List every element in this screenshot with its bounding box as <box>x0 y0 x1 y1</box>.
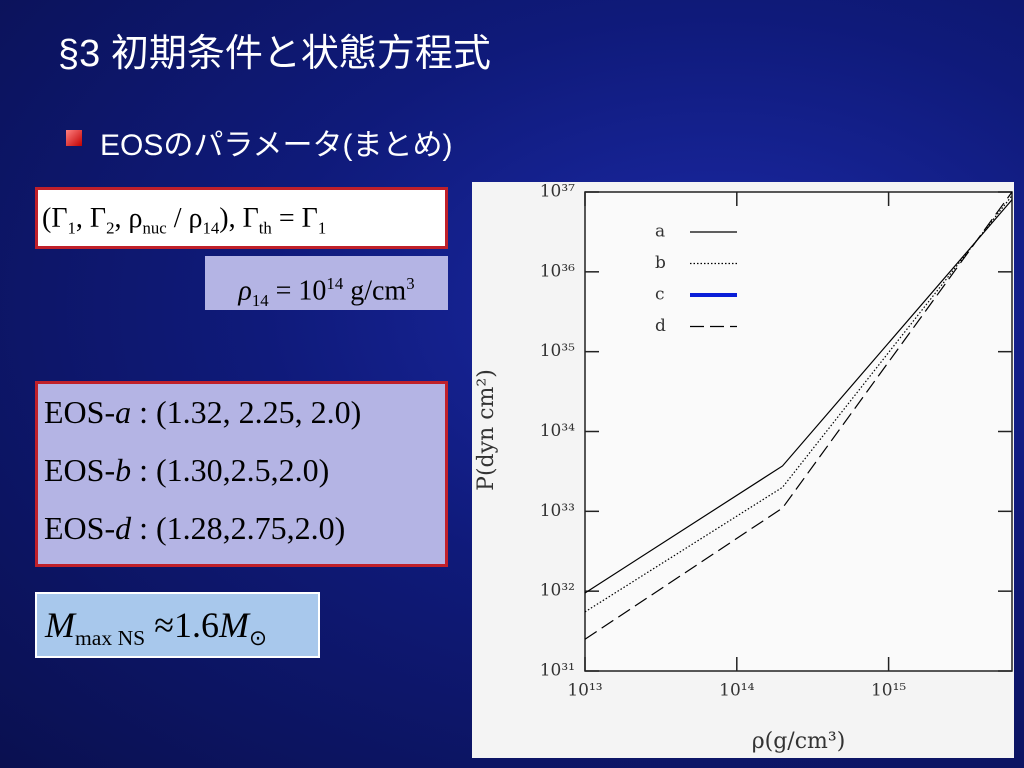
eos-line: EOS-d : (1.28,2.75,2.0) <box>44 510 445 568</box>
formula-part: 1 <box>317 218 327 238</box>
line-series <box>584 199 1013 594</box>
bullet-icon <box>66 130 82 146</box>
legend-label: b <box>655 253 666 273</box>
formula-part: ρ <box>238 275 252 307</box>
formula-part: , ρ <box>114 203 143 234</box>
formula-part: ⊙ <box>248 626 268 651</box>
formula-part: 1 <box>67 218 76 238</box>
mass-box: Mmax NS ≈1.6M⊙ <box>35 592 320 658</box>
formula-part: 3 <box>406 274 415 293</box>
formula-part: 2 <box>106 218 115 238</box>
y-tick-label: 10³³ <box>540 501 575 521</box>
eos-name: a <box>115 394 132 430</box>
formula-part: ), Γ <box>219 203 259 234</box>
eos-prefix: EOS- <box>44 510 116 546</box>
x-tick-label: 10¹³ <box>567 681 602 701</box>
eos-params: : (1.32, 2.25, 2.0) <box>131 394 362 430</box>
formula-part: / ρ <box>166 203 203 234</box>
formula-part: th <box>258 218 272 238</box>
y-tick-label: 10³⁵ <box>540 341 575 361</box>
formula-part: = Γ <box>271 203 318 234</box>
x-tick-label: 10¹⁵ <box>871 681 906 701</box>
formula-part: M <box>218 605 249 645</box>
eos-params: : (1.30,2.5,2.0) <box>131 452 330 488</box>
y-tick-label: 10³¹ <box>540 661 575 681</box>
slide-title: §3 初期条件と状態方程式 <box>58 33 491 75</box>
formula-part: (Γ <box>42 203 68 234</box>
eos-line: EOS-b : (1.30,2.5,2.0) <box>44 452 445 510</box>
y-tick-label: 10³⁶ <box>540 261 575 281</box>
legend-label: d <box>655 316 666 336</box>
bullet-text: EOSのパラメータ(まとめ) <box>100 129 453 162</box>
eos-line: EOS-a : (1.32, 2.25, 2.0) <box>44 394 445 452</box>
y-tick-label: 10³⁴ <box>540 421 575 441</box>
eos-params: : (1.28,2.75,2.0) <box>131 510 346 546</box>
x-tick-label: 10¹⁴ <box>719 681 754 701</box>
formula-part: = 10 <box>268 275 327 307</box>
eos-name: b <box>115 452 132 488</box>
chart: 10¹³ 10¹⁴ 10¹⁵ 10³¹ 10³² 10³³ 10³⁴ 10³⁵ 10³⁶ 10³⁷… <box>472 182 1014 758</box>
y-tick-label: 10³⁷ <box>540 182 575 202</box>
y-tick-label: 10³² <box>540 581 575 601</box>
formula-part: ≈1.6 <box>145 605 219 645</box>
y-axis-label: P(dyn cm²) <box>474 369 499 491</box>
legend-label: a <box>655 222 665 242</box>
line-series <box>584 195 1013 613</box>
formula-part: g/cm <box>343 275 407 307</box>
eos-name: d <box>115 510 132 546</box>
formula-part: max NS <box>75 626 146 651</box>
plot-frame <box>584 191 1013 672</box>
formula-part: nuc <box>142 218 167 238</box>
legend-label: c <box>655 285 665 305</box>
formula-box: ρ14 = 1014 g/cm3 <box>205 256 448 310</box>
x-axis-label: ρ(g/cm³) <box>752 729 846 754</box>
formula-part: 14 <box>202 218 220 238</box>
eos-box: EOS-a : (1.32, 2.25, 2.0) EOS-b : (1.30,2… <box>35 381 448 567</box>
eos-prefix: EOS- <box>44 394 116 430</box>
formula-part: M <box>45 605 75 645</box>
formula-part: 14 <box>251 290 269 310</box>
formula-part: , Γ <box>75 203 107 234</box>
eos-prefix: EOS- <box>44 452 116 488</box>
formula-part: 14 <box>326 274 344 293</box>
formula-box: (Γ1, Γ2, ρnuc / ρ14), Γth = Γ1 <box>35 187 448 249</box>
